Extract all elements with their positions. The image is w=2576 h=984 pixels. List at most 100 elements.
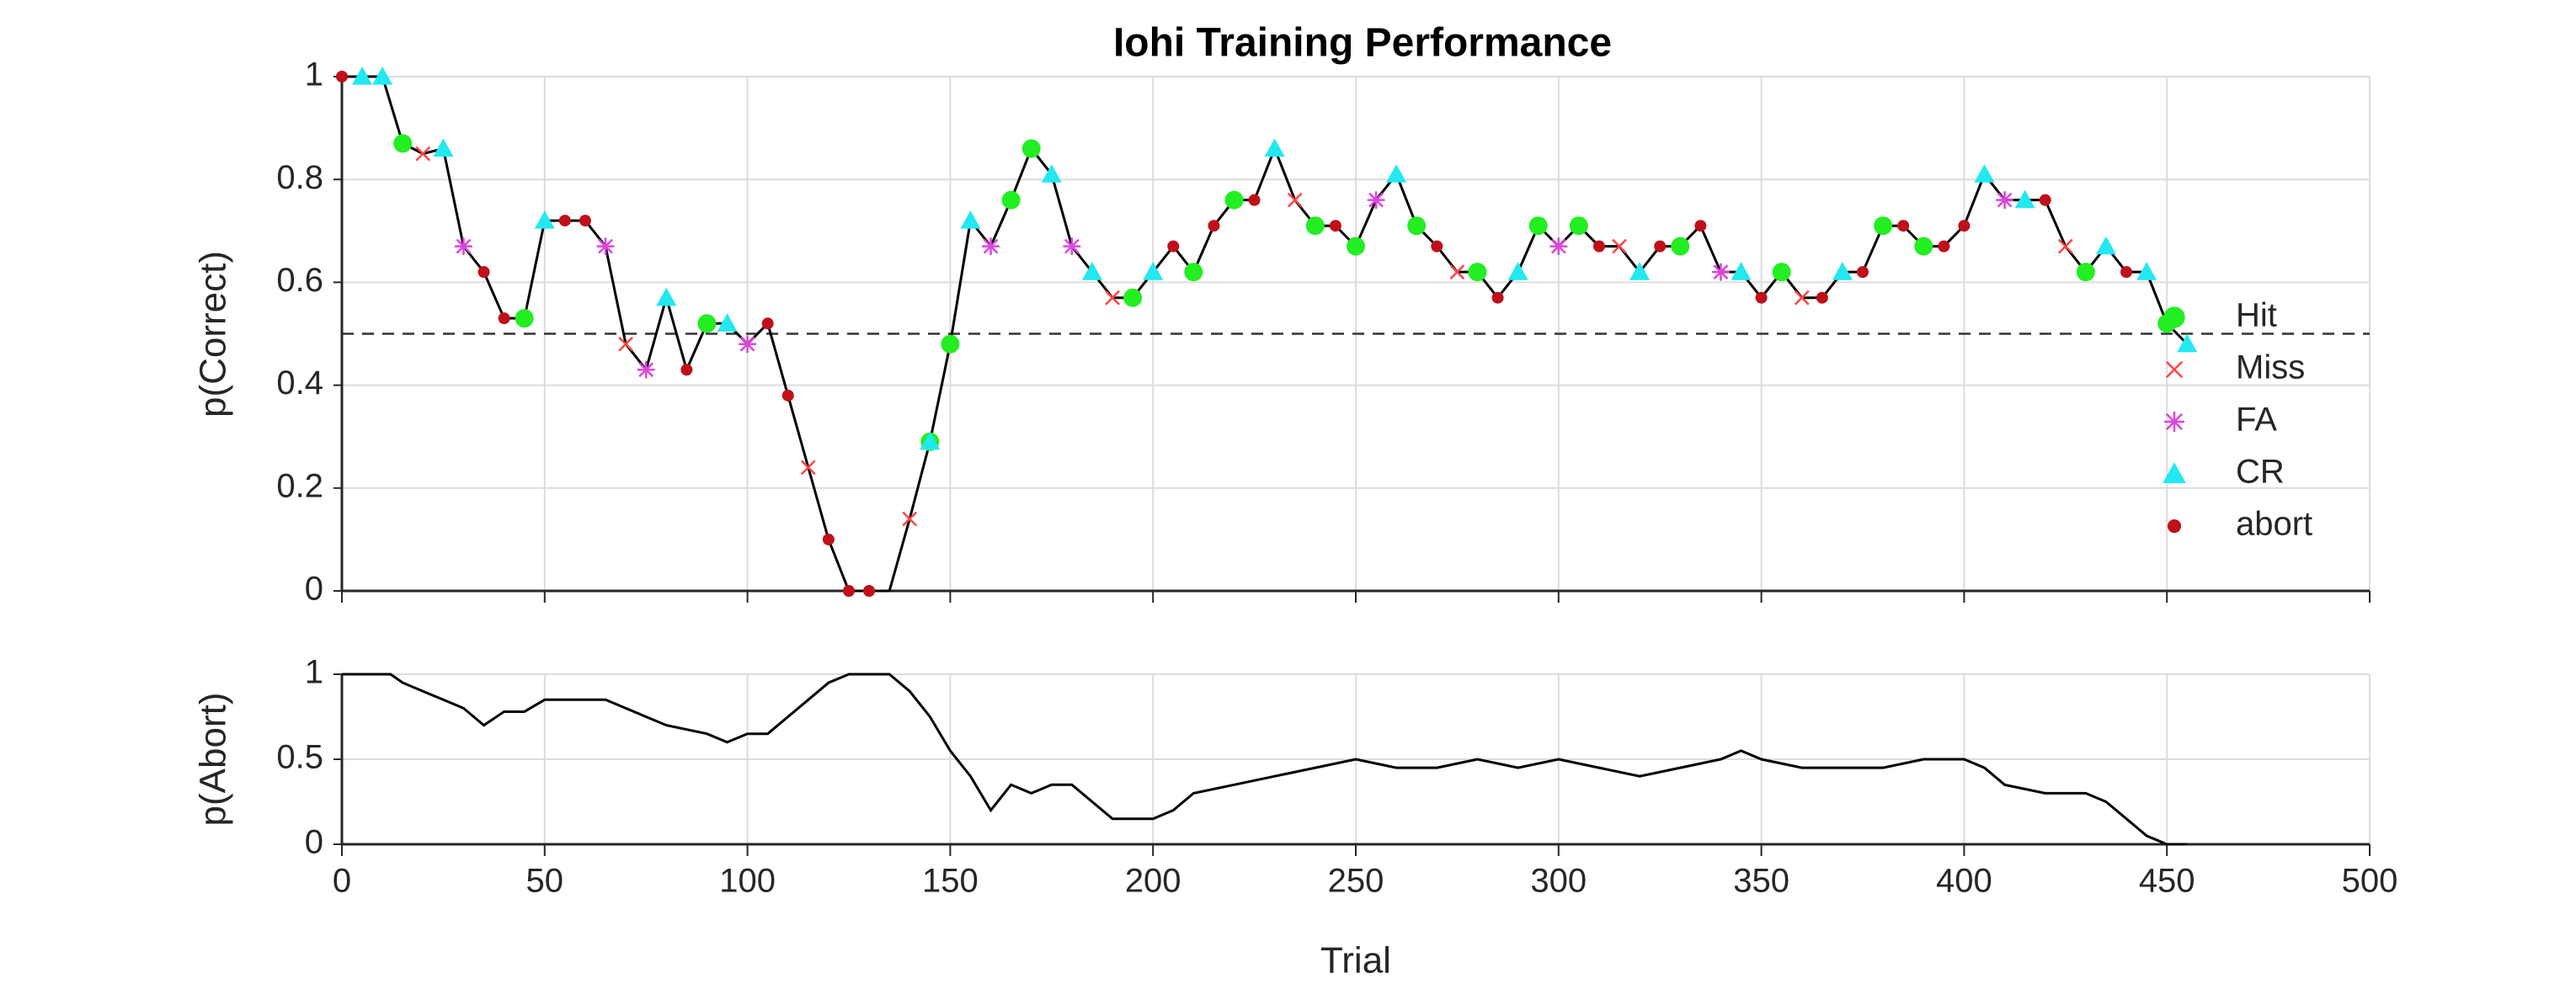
legend-symbol	[2163, 306, 2185, 328]
marker-dot	[680, 364, 693, 376]
marker-circle	[1468, 263, 1487, 282]
marker-dot	[1938, 240, 1950, 253]
marker-dot	[1958, 220, 1971, 232]
marker-circle	[1305, 216, 1325, 236]
marker-asterisk	[637, 360, 655, 379]
marker-triangle	[1264, 138, 1285, 157]
marker-dot	[1592, 240, 1605, 253]
marker-asterisk	[739, 335, 756, 354]
marker-circle	[1021, 139, 1041, 158]
marker-dot	[2120, 266, 2133, 279]
marker-circle	[1671, 237, 1690, 256]
marker-dot	[336, 71, 348, 82]
marker-triangle	[2136, 262, 2157, 280]
marker-triangle	[1974, 164, 1995, 183]
y-tick-label: 0.6	[276, 262, 323, 299]
marker-triangle	[1081, 262, 1102, 280]
marker-triangle	[352, 66, 373, 85]
marker-circle	[1914, 237, 1933, 256]
marker-circle	[941, 334, 960, 354]
y-tick-label: 0.8	[276, 159, 323, 196]
marker-triangle	[717, 313, 738, 332]
y-tick-label: 0	[305, 571, 323, 608]
marker-asterisk	[1063, 237, 1081, 256]
x-tick-label: 500	[2342, 863, 2398, 900]
marker-asterisk	[1996, 191, 2013, 210]
legend-label: FA	[2236, 402, 2277, 439]
marker-triangle	[1507, 262, 1528, 280]
chart-title: Iohi Training Performance	[1113, 21, 1612, 66]
marker-asterisk	[982, 237, 1000, 256]
marker-circle	[1772, 263, 1791, 282]
marker-x	[800, 460, 816, 476]
marker-dot	[1816, 291, 1828, 304]
marker-dot	[843, 585, 855, 597]
data-line	[342, 673, 2188, 846]
marker-dot	[1167, 240, 1180, 253]
marker-asterisk	[1712, 263, 1730, 281]
y-tick-label: 0.5	[276, 739, 323, 776]
data-line	[342, 75, 2189, 593]
marker-dot	[863, 585, 876, 597]
marker-triangle	[656, 287, 677, 306]
y-tick-label: 0.4	[276, 364, 323, 402]
x-tick-label: 400	[1936, 863, 1992, 900]
marker-asterisk	[1367, 191, 1385, 210]
marker-dot	[498, 312, 510, 325]
legend-label: Miss	[2236, 349, 2305, 386]
marker-x	[618, 336, 634, 352]
marker-dot	[2039, 194, 2051, 206]
marker-asterisk	[455, 237, 472, 256]
marker-circle	[1569, 216, 1588, 236]
y-axis-label: p(Abort)	[193, 693, 234, 827]
marker-dot	[761, 317, 774, 330]
y-tick-label: 1	[305, 56, 323, 93]
marker-triangle	[1041, 164, 1062, 183]
legend-symbol	[2163, 462, 2186, 484]
marker-triangle	[1731, 262, 1752, 280]
marker-circle	[1874, 216, 1893, 236]
marker-triangle	[2014, 189, 2035, 209]
y-tick-label: 0	[305, 824, 323, 861]
marker-dot	[781, 389, 794, 402]
marker-circle	[1184, 263, 1203, 282]
marker-dot	[1329, 220, 1341, 232]
marker-circle	[1123, 288, 1143, 307]
marker-dot	[579, 215, 591, 227]
marker-triangle	[1629, 262, 1651, 280]
legend-symbol	[2165, 360, 2184, 379]
marker-triangle	[433, 138, 454, 157]
marker-triangle	[1832, 262, 1853, 280]
marker-x	[1287, 192, 1303, 208]
marker-circle	[1001, 190, 1021, 210]
x-tick-label: 350	[1733, 863, 1789, 900]
legend-label: Hit	[2236, 297, 2277, 334]
marker-dot	[822, 533, 835, 545]
x-tick-label: 100	[719, 863, 776, 900]
x-tick-label: 50	[526, 863, 564, 900]
marker-x	[1449, 264, 1465, 280]
marker-circle	[1224, 190, 1244, 210]
marker-x	[1105, 290, 1120, 306]
marker-dot	[1654, 240, 1667, 253]
marker-dot	[558, 215, 571, 227]
marker-dot	[1694, 220, 1707, 232]
marker-triangle	[2095, 236, 2116, 255]
legend-label: CR	[2236, 454, 2285, 491]
marker-dot	[1857, 266, 1869, 279]
marker-circle	[1347, 237, 1365, 256]
x-tick-label: 0	[333, 863, 351, 900]
marker-asterisk	[596, 237, 615, 256]
y-axis-label: p(Correct)	[193, 251, 234, 418]
marker-circle	[515, 309, 534, 328]
marker-triangle	[1386, 164, 1407, 183]
marker-circle	[2076, 263, 2095, 282]
marker-x	[902, 511, 918, 527]
marker-circle	[393, 134, 413, 153]
marker-x	[1794, 290, 1810, 306]
marker-triangle	[534, 210, 555, 229]
x-tick-label: 300	[1530, 863, 1587, 900]
marker-triangle	[1143, 262, 1164, 280]
marker-dot	[1248, 194, 1261, 206]
